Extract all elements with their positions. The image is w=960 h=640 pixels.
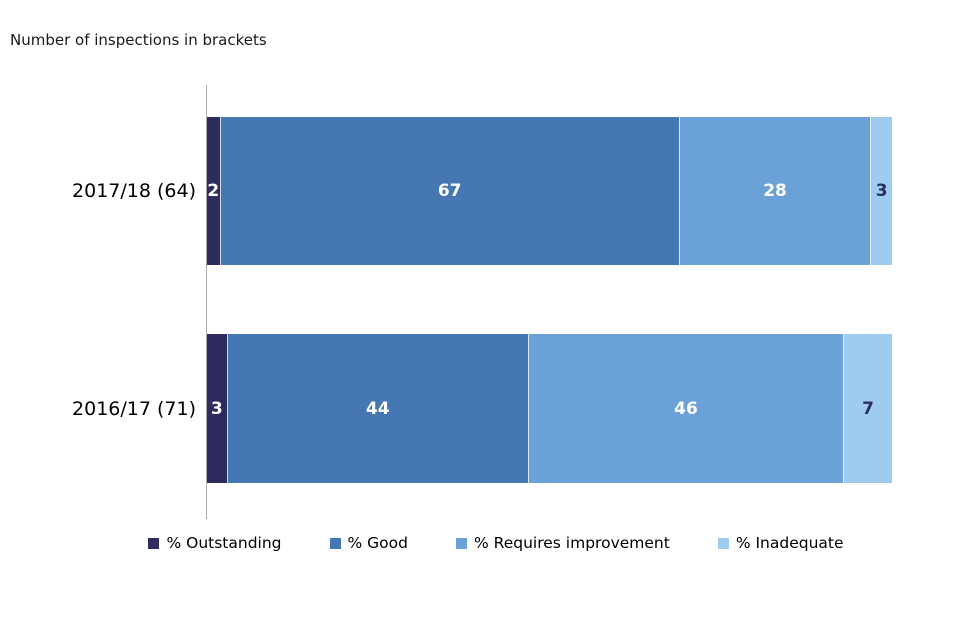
value-label: 67 bbox=[437, 181, 462, 201]
legend-item-requires-improvement: % Requires improvement bbox=[456, 534, 670, 552]
chart-note: Number of inspections in brackets bbox=[10, 31, 267, 49]
legend-swatch-icon bbox=[329, 537, 341, 549]
bar-segment: 28 bbox=[679, 117, 872, 265]
value-label: 3 bbox=[875, 181, 888, 201]
bar-segment: 67 bbox=[220, 117, 680, 265]
legend-label: % Inadequate bbox=[735, 534, 844, 552]
bar-row-2017-18: 2017/18 (64) 2 67 28 3 bbox=[0, 117, 960, 265]
legend-item-inadequate: % Inadequate bbox=[717, 534, 844, 552]
legend-label: % Good bbox=[347, 534, 408, 552]
value-label: 44 bbox=[365, 398, 390, 419]
bar-segment: 3 bbox=[871, 117, 892, 265]
bar-segment: 7 bbox=[844, 334, 892, 483]
bar-segment: 46 bbox=[528, 334, 845, 483]
legend-item-good: % Good bbox=[329, 534, 408, 552]
legend-swatch-icon bbox=[148, 537, 160, 549]
legend-label: % Outstanding bbox=[166, 534, 282, 552]
category-label: 2016/17 (71) bbox=[72, 397, 196, 420]
bar-segment: 2 bbox=[207, 117, 221, 265]
category-label: 2017/18 (64) bbox=[72, 180, 196, 202]
bar-row-2016-17: 2016/17 (71) 3 44 46 7 bbox=[0, 334, 960, 483]
stacked-bar: 3 44 46 7 bbox=[207, 334, 892, 483]
legend: % Outstanding % Good % Requires improvem… bbox=[0, 534, 960, 552]
legend-label: % Requires improvement bbox=[474, 534, 670, 552]
legend-item-outstanding: % Outstanding bbox=[148, 534, 282, 552]
legend-swatch-icon bbox=[456, 537, 467, 549]
bar-segment: 3 bbox=[207, 334, 228, 483]
value-label: 46 bbox=[674, 398, 698, 419]
y-axis-line bbox=[206, 85, 207, 519]
value-label: 3 bbox=[210, 398, 223, 419]
value-label: 7 bbox=[862, 398, 874, 419]
legend-swatch-icon bbox=[717, 537, 729, 549]
value-label: 2 bbox=[207, 181, 220, 201]
value-label: 28 bbox=[763, 181, 787, 201]
stacked-bar: 2 67 28 3 bbox=[207, 117, 892, 265]
bar-segment: 44 bbox=[227, 334, 529, 483]
